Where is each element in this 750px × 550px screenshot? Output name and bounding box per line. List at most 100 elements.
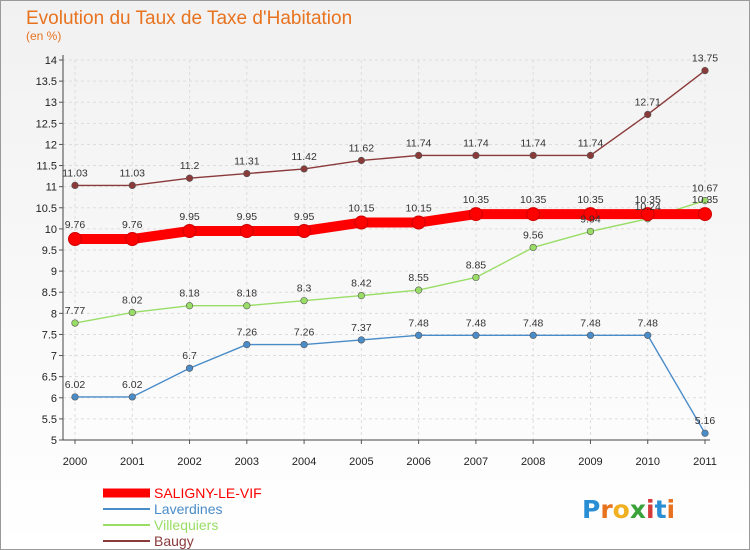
- data-point: [701, 429, 709, 437]
- x-tick-label: 2008: [521, 456, 545, 468]
- data-label: 10.15: [405, 203, 431, 215]
- y-tick-label: 9.5: [42, 245, 57, 257]
- data-point: [68, 232, 82, 247]
- y-tick-label: 8: [51, 308, 57, 320]
- data-point: [701, 66, 709, 75]
- data-label: 6.7: [182, 350, 197, 362]
- x-tick-label: 2007: [464, 456, 488, 468]
- y-tick-label: 5: [51, 435, 57, 447]
- y-tick-label: 8.5: [42, 287, 57, 299]
- y-tick-label: 6.5: [42, 372, 57, 384]
- y-tick-label: 13: [45, 97, 57, 109]
- legend-label-saligny-le-vif: SALIGNY-LE-VIF: [154, 485, 262, 501]
- data-point: [71, 181, 79, 189]
- x-axis-ticks: 2000 2001 2002 2003 2004 2005 2006 2007 2008 2009…: [63, 440, 717, 468]
- legend-label-baugy: Baugy: [154, 533, 194, 549]
- data-label: 13.75: [692, 53, 718, 65]
- data-point: [185, 302, 194, 310]
- data-label: 7.48: [408, 317, 429, 329]
- data-point: [701, 197, 709, 205]
- data-point: [357, 156, 365, 165]
- data-label: 5.16: [695, 415, 716, 427]
- x-tick-label: 2000: [63, 456, 87, 468]
- data-point: [529, 331, 537, 339]
- data-label: 8.55: [408, 272, 429, 284]
- y-tick-label: 11.5: [36, 161, 57, 173]
- y-tick-label: 12: [45, 139, 57, 151]
- data-point: [472, 273, 480, 282]
- data-label: 10.67: [692, 183, 718, 195]
- data-label: 11.74: [463, 137, 489, 149]
- data-label: 11.2: [180, 160, 200, 172]
- x-tick-label: 2001: [120, 456, 144, 468]
- data-label: 10.35: [692, 194, 718, 206]
- data-point: [185, 174, 194, 182]
- y-tick-label: 5.5: [42, 414, 57, 426]
- data-point: [698, 207, 712, 222]
- x-tick-label: 2010: [635, 456, 659, 468]
- data-label: 7.48: [523, 317, 544, 329]
- legend-label-laverdines: Laverdines: [154, 501, 223, 517]
- series-line: [74, 199, 706, 324]
- series-villequiers: [71, 197, 709, 327]
- data-label: 11.62: [349, 142, 375, 154]
- y-tick-label: 14: [45, 55, 57, 67]
- data-label: 10.35: [635, 194, 661, 206]
- data-point: [468, 207, 483, 222]
- data-point: [586, 331, 595, 339]
- y-tick-label: 7: [51, 351, 57, 363]
- data-label: 8.18: [237, 288, 258, 300]
- data-label: 8.02: [122, 294, 143, 306]
- data-label: 7.26: [294, 327, 315, 339]
- data-label: 7.48: [638, 317, 659, 329]
- y-tick-label: 9: [51, 266, 57, 278]
- data-point: [354, 215, 369, 230]
- axes: [62, 55, 710, 441]
- data-label: 9.95: [294, 211, 315, 223]
- data-labels: 9.76 9.76 9.95 9.95 9.95 10.15 10.15 10.35 10.35…: [62, 53, 718, 428]
- data-label: 7.48: [466, 317, 487, 329]
- data-label: 7.48: [580, 317, 601, 329]
- x-tick-label: 2002: [177, 456, 201, 468]
- x-tick-label: 2004: [292, 456, 316, 468]
- data-label: 11.74: [406, 137, 432, 149]
- series-line: [75, 209, 705, 245]
- chart-title: Evolution du Taux de Taxe d'Habitation: [26, 8, 352, 29]
- data-point: [71, 319, 79, 327]
- data-point: [586, 151, 595, 160]
- data-label: 12.71: [635, 96, 661, 108]
- data-point: [128, 308, 136, 317]
- data-point: [357, 292, 365, 300]
- proxiti-logo: Proxiti: [582, 495, 675, 524]
- legend-label-villequiers: Villequiers: [154, 517, 218, 533]
- data-point: [411, 215, 426, 230]
- y-tick-label: 6: [51, 393, 57, 405]
- data-point: [644, 110, 652, 119]
- data-point: [415, 331, 423, 339]
- data-label: 6.02: [65, 379, 86, 391]
- data-label: 10.35: [463, 194, 489, 206]
- x-tick-label: 2009: [578, 456, 602, 468]
- data-point: [243, 169, 251, 178]
- data-point: [182, 224, 197, 238]
- data-label: 11.03: [62, 167, 88, 179]
- data-point: [239, 224, 254, 238]
- data-point: [583, 207, 598, 222]
- data-point: [529, 151, 537, 160]
- data-point: [128, 393, 136, 401]
- x-tick-label: 2005: [349, 456, 373, 468]
- data-label: 8.18: [179, 288, 200, 300]
- data-label: 8.85: [466, 259, 487, 271]
- data-point: [185, 364, 194, 372]
- data-point: [529, 243, 537, 252]
- x-tick-label: 2006: [406, 456, 430, 468]
- data-label: 7.37: [351, 322, 372, 334]
- x-tick-label: 2003: [235, 456, 259, 468]
- chart-subtitle: (en %): [26, 29, 61, 43]
- data-label: 10.35: [520, 194, 546, 206]
- series-baugy: [71, 66, 709, 189]
- data-point: [586, 227, 595, 236]
- data-point: [125, 232, 140, 247]
- data-label: 10.15: [348, 203, 374, 215]
